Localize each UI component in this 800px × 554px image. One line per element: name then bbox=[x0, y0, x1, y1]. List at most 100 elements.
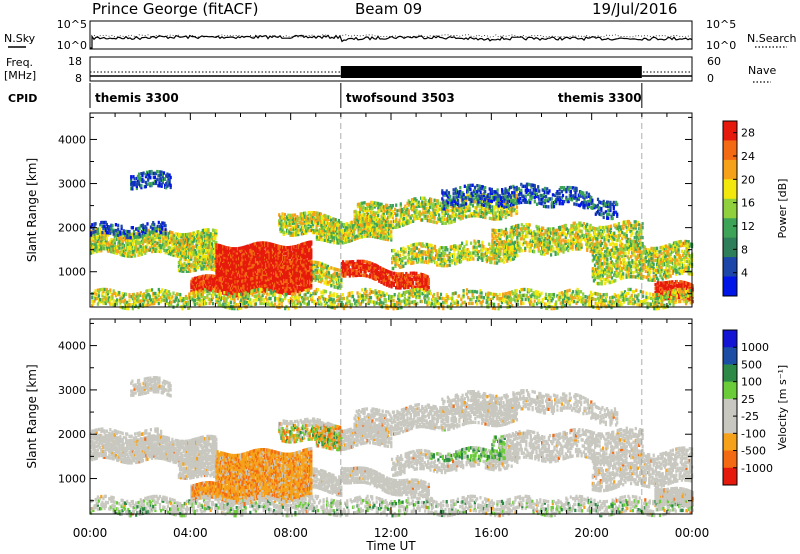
noise-panel-frame bbox=[90, 21, 692, 49]
cpid-row: themis 3300 twofsound 3503 themis 3300 bbox=[90, 83, 642, 108]
noise-right-tick-bottom: 10^0 bbox=[706, 39, 736, 52]
power-cell bbox=[210, 232, 212, 235]
power-cell bbox=[321, 238, 323, 241]
power-cell bbox=[106, 237, 108, 240]
power-cell bbox=[197, 266, 199, 269]
power-cell bbox=[375, 278, 377, 281]
power-cell bbox=[164, 178, 166, 181]
freq-switching-block bbox=[341, 66, 642, 78]
power-cell bbox=[161, 225, 163, 228]
power-cell bbox=[170, 176, 172, 179]
power-cell bbox=[189, 269, 191, 272]
power-cell bbox=[213, 250, 215, 253]
power-cell bbox=[310, 284, 312, 287]
power-cell bbox=[114, 239, 116, 242]
power-cell bbox=[140, 184, 142, 187]
power-cell bbox=[390, 230, 392, 233]
power-cell bbox=[95, 222, 97, 225]
power-cell bbox=[157, 225, 159, 228]
power-cell bbox=[377, 265, 379, 268]
power-cell bbox=[180, 257, 182, 260]
freq-lines bbox=[90, 66, 692, 78]
power-cell bbox=[156, 178, 158, 181]
power-cell bbox=[211, 250, 213, 253]
power-cell bbox=[335, 218, 337, 221]
power-cell bbox=[330, 266, 332, 269]
power-cell bbox=[349, 268, 351, 271]
power-cell bbox=[323, 281, 325, 284]
power-cell bbox=[284, 217, 286, 220]
power-cell bbox=[316, 232, 318, 235]
power-cell bbox=[154, 176, 156, 179]
power-cell bbox=[115, 223, 117, 226]
power-cell bbox=[351, 221, 353, 224]
power-cell bbox=[332, 281, 334, 284]
power-cell bbox=[193, 251, 195, 254]
power-cell bbox=[294, 213, 296, 216]
power-data-cells bbox=[90, 170, 694, 311]
station-title: Prince George (fitACF) bbox=[92, 0, 258, 18]
power-cell bbox=[160, 250, 162, 253]
power-cell bbox=[118, 246, 120, 249]
power-cell bbox=[111, 224, 113, 227]
power-cell bbox=[316, 235, 318, 238]
nsky-label: N.Sky bbox=[4, 32, 36, 45]
power-cell bbox=[292, 214, 294, 217]
power-cell bbox=[390, 220, 392, 223]
power-cell bbox=[117, 234, 119, 237]
beam-label: Beam 09 bbox=[355, 0, 422, 18]
power-cell bbox=[329, 280, 331, 283]
power-cell bbox=[324, 214, 326, 217]
power-cell bbox=[338, 273, 340, 276]
power-cell bbox=[265, 276, 267, 279]
power-cell bbox=[347, 224, 349, 227]
power-cell bbox=[159, 240, 161, 243]
power-cell bbox=[149, 176, 151, 179]
nave-label: Nave bbox=[748, 64, 776, 77]
power-cell bbox=[328, 271, 330, 274]
power-cell bbox=[366, 274, 368, 277]
power-cell bbox=[215, 229, 217, 232]
power-cell bbox=[143, 179, 145, 182]
power-cell bbox=[304, 212, 306, 215]
power-cell bbox=[153, 223, 155, 226]
power-cell bbox=[165, 224, 167, 227]
power-cell bbox=[134, 254, 136, 257]
nsky-line bbox=[90, 35, 692, 48]
power-cell bbox=[134, 177, 136, 180]
power-cell bbox=[158, 221, 160, 224]
power-cell bbox=[95, 230, 97, 233]
noise-left-tick-bottom: 10^0 bbox=[57, 39, 87, 52]
power-cell bbox=[157, 250, 159, 253]
power-cell bbox=[99, 227, 101, 230]
power-cell bbox=[146, 222, 148, 225]
power-cell bbox=[390, 234, 392, 237]
power-cell bbox=[329, 240, 331, 243]
freq-left-tick-top: 18 bbox=[68, 55, 82, 68]
power-cell bbox=[142, 224, 144, 227]
freq-left-tick-bottom: 8 bbox=[75, 72, 82, 85]
nsearch-label: N.Search bbox=[747, 32, 797, 45]
noise-left-tick-top: 10^5 bbox=[57, 18, 87, 31]
power-cell bbox=[138, 173, 140, 176]
freq-right-tick-bottom: 0 bbox=[707, 72, 714, 85]
power-cell bbox=[330, 284, 332, 287]
freq-label-line2: [MHz] bbox=[4, 69, 36, 82]
freq-right-tick-top: 60 bbox=[707, 55, 721, 68]
power-cell bbox=[310, 225, 312, 228]
power-cell bbox=[121, 225, 123, 228]
power-cell bbox=[130, 175, 132, 178]
power-cell bbox=[284, 213, 286, 216]
power-cell bbox=[160, 231, 162, 234]
power-cell bbox=[206, 274, 208, 277]
power-cell bbox=[175, 232, 177, 235]
power-cell bbox=[151, 170, 153, 173]
power-cell bbox=[223, 246, 225, 249]
noise-right-tick-top: 10^5 bbox=[706, 18, 736, 31]
power-cell bbox=[183, 262, 185, 265]
power-cell bbox=[166, 173, 168, 176]
power-cell bbox=[170, 184, 172, 187]
power-cell bbox=[125, 230, 127, 233]
cpid-segment-label: twofsound 3503 bbox=[346, 91, 455, 105]
